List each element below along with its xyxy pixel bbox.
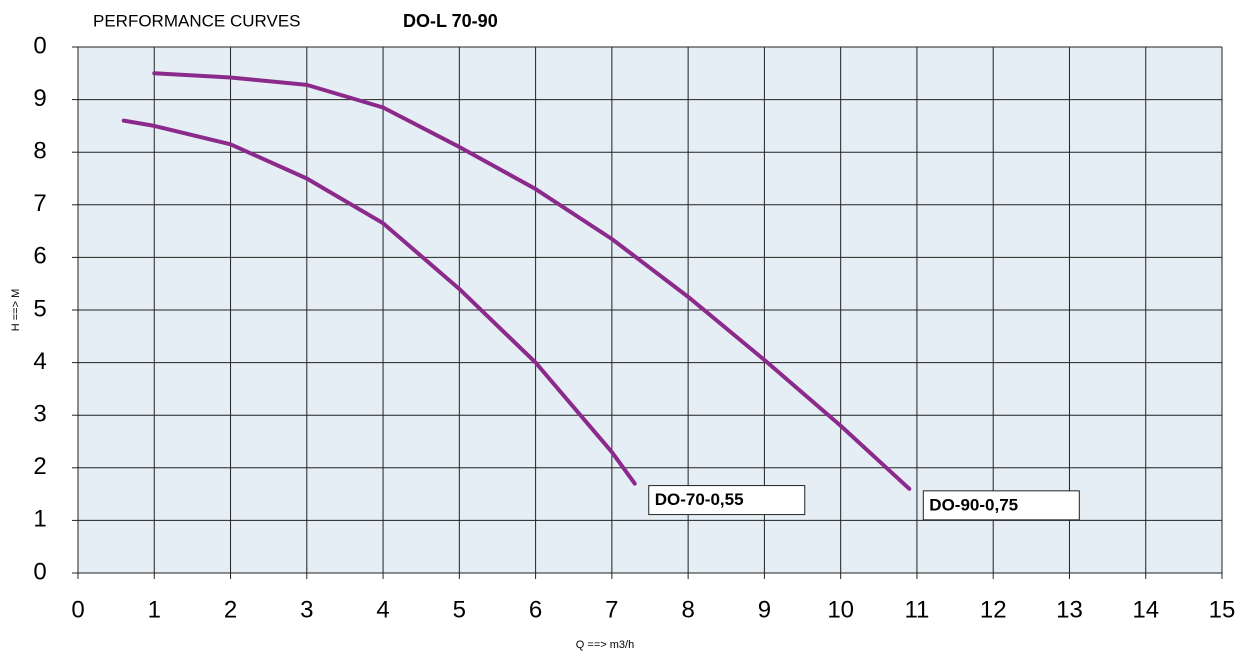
x-tick-label: 0 (71, 596, 84, 623)
y-tick-label: 4 (33, 348, 46, 375)
y-tick-label: 6 (33, 243, 46, 270)
x-tick-label: 2 (224, 596, 237, 623)
series-label: DO-70-0,55 (655, 490, 744, 509)
x-tick-label: 9 (758, 596, 771, 623)
x-tick-label: 7 (605, 596, 618, 623)
x-tick-label: 3 (300, 596, 313, 623)
x-tick-label: 13 (1056, 596, 1083, 623)
x-tick-label: 4 (376, 596, 389, 623)
series-line (152, 71, 912, 491)
x-tick-label: 8 (681, 596, 694, 623)
y-tick-label: 8 (33, 138, 46, 165)
series-label-box (648, 485, 806, 516)
y-axis-label: H ==> M (10, 289, 22, 332)
y-tick-label: 1 (33, 506, 46, 533)
x-tick-label: 14 (1132, 596, 1159, 623)
series-label-box (922, 490, 1080, 521)
x-tick-label: 12 (980, 596, 1007, 623)
y-tick-label: 2 (33, 453, 46, 480)
chart-title: PERFORMANCE CURVES (93, 11, 301, 30)
x-tick-label: 10 (827, 596, 854, 623)
x-tick-label: 5 (453, 596, 466, 623)
x-axis-label: Q ==> m3/h (576, 639, 634, 651)
y-tick-label: 7 (33, 190, 46, 217)
x-tick-label: 1 (148, 596, 161, 623)
y-tick-label: 9 (33, 85, 46, 112)
x-tick-label: 6 (529, 596, 542, 623)
x-tick-label: 11 (904, 596, 929, 623)
y-tick-label: 0 (33, 558, 46, 585)
y-tick-label: 0 (33, 32, 46, 59)
chart-subtitle: DO-L 70-90 (403, 11, 498, 31)
series-label: DO-90-0,75 (929, 495, 1018, 514)
y-tick-label: 3 (33, 401, 46, 428)
x-tick-label: 15 (1209, 596, 1236, 623)
series-line (121, 118, 637, 486)
y-tick-label: 5 (33, 295, 46, 322)
